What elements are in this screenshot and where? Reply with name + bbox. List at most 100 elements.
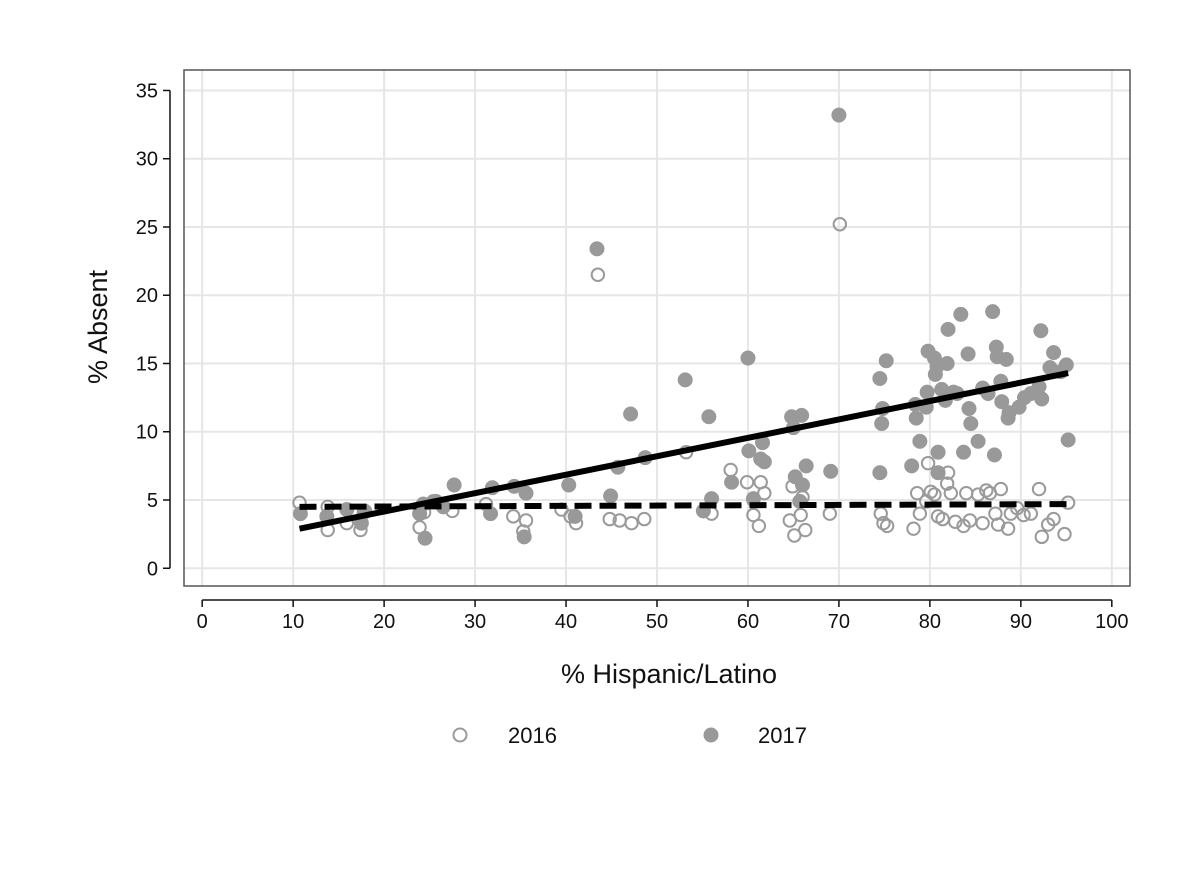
point-2016 xyxy=(612,513,627,528)
point-2016 xyxy=(1023,506,1039,521)
point-2016 xyxy=(927,487,942,502)
point-2016 xyxy=(832,217,848,232)
x-tick-label: 10 xyxy=(282,611,304,633)
point-2017 xyxy=(417,530,433,546)
point-2016 xyxy=(723,462,738,478)
point-2016 xyxy=(1034,529,1049,545)
point-2017 xyxy=(741,443,757,459)
x-tick-label: 80 xyxy=(919,611,941,633)
point-2017 xyxy=(930,465,946,481)
point-2016 xyxy=(1031,481,1047,497)
y-tick-label: 0 xyxy=(147,558,158,580)
x-tick-label: 70 xyxy=(828,611,850,633)
point-2016 xyxy=(624,516,639,531)
y-tick-label: 35 xyxy=(136,80,158,102)
point-2016 xyxy=(739,475,755,490)
point-2017 xyxy=(878,353,894,369)
point-2017 xyxy=(603,488,619,504)
point-2017 xyxy=(724,474,740,490)
point-2016 xyxy=(935,511,950,527)
point-2016 xyxy=(923,484,938,500)
point-2017 xyxy=(756,454,772,470)
y-tick-label: 20 xyxy=(136,285,158,307)
point-2017 xyxy=(446,477,462,493)
point-2016 xyxy=(1057,526,1072,542)
point-2016 xyxy=(979,483,994,498)
point-2017 xyxy=(940,321,956,337)
x-tick-label: 100 xyxy=(1095,611,1128,633)
point-2016 xyxy=(943,485,959,501)
point-2017 xyxy=(1033,323,1049,339)
point-2017 xyxy=(516,529,532,545)
point-2017 xyxy=(589,241,605,257)
point-2016 xyxy=(793,507,808,523)
point-2016 xyxy=(939,476,955,491)
point-2016 xyxy=(506,509,521,524)
y-tick-label: 30 xyxy=(136,149,158,171)
point-2017 xyxy=(930,444,946,460)
legend-label-2017: 2017 xyxy=(758,723,807,748)
y-axis-title: % Absent xyxy=(83,269,113,384)
point-2017 xyxy=(561,477,577,493)
point-2016 xyxy=(909,485,925,501)
point-2016 xyxy=(920,455,936,471)
point-2017 xyxy=(1046,345,1062,361)
point-2017 xyxy=(701,409,717,425)
point-2016 xyxy=(962,513,978,528)
point-2017 xyxy=(919,384,935,400)
point-2017 xyxy=(823,463,839,479)
point-2017 xyxy=(986,447,1003,463)
point-2017 xyxy=(908,410,924,426)
y-tick-label: 25 xyxy=(136,217,158,239)
point-2017 xyxy=(518,485,534,501)
point-2017 xyxy=(912,433,928,449)
point-2017 xyxy=(567,508,583,524)
point-2017 xyxy=(794,407,810,423)
point-2017 xyxy=(1060,432,1076,448)
point-2017 xyxy=(794,477,811,493)
x-tick-label: 60 xyxy=(737,611,759,633)
point-2017 xyxy=(623,406,639,422)
grid-lines xyxy=(184,70,1130,586)
point-2016 xyxy=(637,511,652,527)
point-2016 xyxy=(879,518,895,534)
point-2017 xyxy=(872,465,888,481)
point-2016 xyxy=(1046,511,1061,527)
x-tick-label: 90 xyxy=(1010,611,1032,633)
y-tick-label: 10 xyxy=(136,422,158,444)
point-2017 xyxy=(994,394,1010,410)
point-2016 xyxy=(751,518,767,534)
x-tick-label: 20 xyxy=(373,611,395,633)
point-2017 xyxy=(1034,391,1050,407)
point-2017 xyxy=(872,370,888,387)
x-tick-label: 40 xyxy=(555,611,577,633)
legend-marker-2016 xyxy=(452,727,468,743)
point-2016 xyxy=(782,513,798,528)
point-2016 xyxy=(959,485,974,501)
y-tick-label: 5 xyxy=(147,490,158,512)
point-2017 xyxy=(798,458,814,474)
fit-line-2017 xyxy=(298,370,1069,532)
point-2017 xyxy=(831,107,847,123)
fit-lines xyxy=(298,370,1069,532)
point-2017 xyxy=(985,304,1001,320)
point-2017 xyxy=(955,444,972,460)
point-2017 xyxy=(677,372,693,388)
fit-line-2016 xyxy=(299,501,1069,510)
x-tick-label: 0 xyxy=(197,611,208,633)
point-2016 xyxy=(1016,507,1031,523)
legend-marker-2017 xyxy=(703,727,719,743)
x-tick-label: 50 xyxy=(646,611,668,633)
point-2017 xyxy=(1058,357,1074,373)
point-2017 xyxy=(874,416,890,432)
point-2017 xyxy=(970,433,986,449)
point-2016 xyxy=(1000,521,1016,536)
point-2017 xyxy=(963,416,979,432)
x-tick-label: 30 xyxy=(464,611,486,633)
point-2016 xyxy=(948,514,963,530)
axes: 0 10 20 30 40 50 60 70 80 90 100 0 5 10 15 20 25 30 35 xyxy=(136,80,1129,633)
point-2016 xyxy=(993,481,1009,497)
data-points xyxy=(292,107,1076,546)
x-axis-title: % Hispanic/Latino xyxy=(561,659,777,689)
plot-frame xyxy=(183,69,1131,587)
